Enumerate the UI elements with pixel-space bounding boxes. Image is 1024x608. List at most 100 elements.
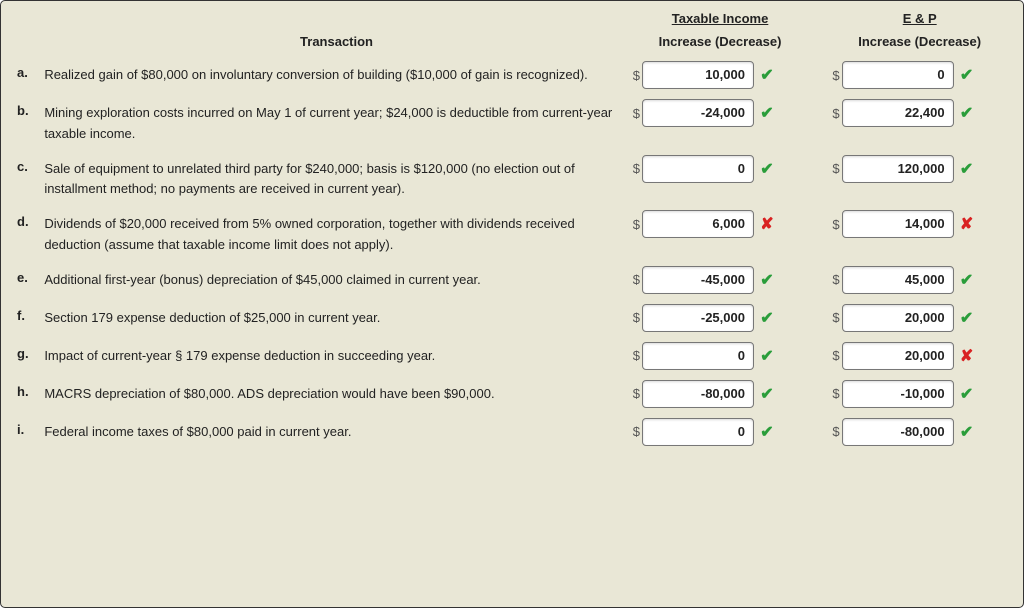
check-icon: ✔: [958, 384, 976, 404]
e-and-p-cell: $0✔: [830, 55, 1009, 93]
table-row: g.Impact of current-year § 179 expense d…: [15, 336, 1009, 374]
check-icon: ✔: [958, 65, 976, 85]
row-letter: h.: [15, 374, 42, 412]
taxable-income-cell: $0✔: [631, 149, 810, 205]
column-gap: [809, 149, 830, 205]
taxable-income-input[interactable]: 0: [642, 418, 754, 446]
dollar-sign: $: [832, 348, 839, 363]
header-ti-sub: Increase (Decrease): [631, 32, 810, 55]
header-taxable-income: Taxable Income: [672, 11, 769, 26]
check-icon: ✔: [758, 159, 776, 179]
dollar-sign: $: [633, 272, 640, 287]
taxable-income-input[interactable]: -25,000: [642, 304, 754, 332]
e-and-p-input[interactable]: -80,000: [842, 418, 954, 446]
e-and-p-cell: $20,000✘: [830, 336, 1009, 374]
taxable-income-cell: $0✔: [631, 336, 810, 374]
dollar-sign: $: [633, 386, 640, 401]
taxable-income-cell: $-24,000✔: [631, 93, 810, 149]
check-icon: ✔: [758, 103, 776, 123]
dollar-sign: $: [633, 217, 640, 232]
row-letter: d.: [15, 204, 42, 260]
e-and-p-input[interactable]: -10,000: [842, 380, 954, 408]
dollar-sign: $: [832, 424, 839, 439]
dollar-sign: $: [832, 310, 839, 325]
taxable-income-cell: $6,000✘: [631, 204, 810, 260]
dollar-sign: $: [832, 161, 839, 176]
row-description: Sale of equipment to unrelated third par…: [42, 149, 630, 205]
check-icon: ✔: [958, 159, 976, 179]
header-row-2: Transaction Increase (Decrease) Increase…: [15, 32, 1009, 55]
table-row: a.Realized gain of $80,000 on involuntar…: [15, 55, 1009, 93]
taxable-income-cell: $0✔: [631, 412, 810, 450]
taxable-income-input[interactable]: 0: [642, 342, 754, 370]
row-description: Federal income taxes of $80,000 paid in …: [42, 412, 630, 450]
dollar-sign: $: [832, 68, 839, 83]
column-gap: [809, 93, 830, 149]
check-icon: ✔: [958, 422, 976, 442]
e-and-p-input[interactable]: 20,000: [842, 304, 954, 332]
dollar-sign: $: [832, 106, 839, 121]
row-letter: g.: [15, 336, 42, 374]
table-row: c.Sale of equipment to unrelated third p…: [15, 149, 1009, 205]
check-icon: ✔: [958, 270, 976, 290]
table-row: h.MACRS depreciation of $80,000. ADS dep…: [15, 374, 1009, 412]
check-icon: ✔: [958, 103, 976, 123]
table-row: f.Section 179 expense deduction of $25,0…: [15, 298, 1009, 336]
table-row: e.Additional first-year (bonus) deprecia…: [15, 260, 1009, 298]
x-icon: ✘: [758, 214, 776, 234]
row-description: Realized gain of $80,000 on involuntary …: [42, 55, 630, 93]
table-row: i.Federal income taxes of $80,000 paid i…: [15, 412, 1009, 450]
header-ep-sub: Increase (Decrease): [830, 32, 1009, 55]
taxable-income-cell: $-80,000✔: [631, 374, 810, 412]
e-and-p-input[interactable]: 14,000: [842, 210, 954, 238]
row-description: Mining exploration costs incurred on May…: [42, 93, 630, 149]
table-row: b.Mining exploration costs incurred on M…: [15, 93, 1009, 149]
taxable-income-cell: $-45,000✔: [631, 260, 810, 298]
check-icon: ✔: [758, 308, 776, 328]
header-transaction: Transaction: [42, 32, 630, 55]
dollar-sign: $: [633, 310, 640, 325]
column-gap: [809, 412, 830, 450]
check-icon: ✔: [758, 422, 776, 442]
check-icon: ✔: [758, 346, 776, 366]
taxable-income-cell: $-25,000✔: [631, 298, 810, 336]
row-description: Impact of current-year § 179 expense ded…: [42, 336, 630, 374]
e-and-p-input[interactable]: 20,000: [842, 342, 954, 370]
e-and-p-cell: $45,000✔: [830, 260, 1009, 298]
taxable-income-input[interactable]: 10,000: [642, 61, 754, 89]
row-letter: b.: [15, 93, 42, 149]
taxable-income-input[interactable]: 0: [642, 155, 754, 183]
check-icon: ✔: [958, 308, 976, 328]
e-and-p-cell: $-80,000✔: [830, 412, 1009, 450]
header-e-and-p: E & P: [903, 11, 937, 26]
e-and-p-input[interactable]: 120,000: [842, 155, 954, 183]
column-gap: [809, 374, 830, 412]
e-and-p-input[interactable]: 22,400: [842, 99, 954, 127]
header-row-1: Taxable Income E & P: [15, 9, 1009, 32]
e-and-p-input[interactable]: 45,000: [842, 266, 954, 294]
dollar-sign: $: [633, 68, 640, 83]
row-description: Additional first-year (bonus) depreciati…: [42, 260, 630, 298]
dollar-sign: $: [832, 272, 839, 287]
taxable-income-input[interactable]: -80,000: [642, 380, 754, 408]
dollar-sign: $: [832, 386, 839, 401]
taxable-income-input[interactable]: -24,000: [642, 99, 754, 127]
table-row: d.Dividends of $20,000 received from 5% …: [15, 204, 1009, 260]
row-letter: a.: [15, 55, 42, 93]
column-gap: [809, 204, 830, 260]
taxable-income-input[interactable]: 6,000: [642, 210, 754, 238]
row-letter: f.: [15, 298, 42, 336]
e-and-p-cell: $14,000✘: [830, 204, 1009, 260]
dollar-sign: $: [633, 161, 640, 176]
column-gap: [809, 336, 830, 374]
check-icon: ✔: [758, 65, 776, 85]
check-icon: ✔: [758, 384, 776, 404]
taxable-income-input[interactable]: -45,000: [642, 266, 754, 294]
e-and-p-cell: $120,000✔: [830, 149, 1009, 205]
x-icon: ✘: [958, 346, 976, 366]
column-gap: [809, 298, 830, 336]
row-description: Dividends of $20,000 received from 5% ow…: [42, 204, 630, 260]
row-letter: e.: [15, 260, 42, 298]
row-letter: c.: [15, 149, 42, 205]
e-and-p-input[interactable]: 0: [842, 61, 954, 89]
